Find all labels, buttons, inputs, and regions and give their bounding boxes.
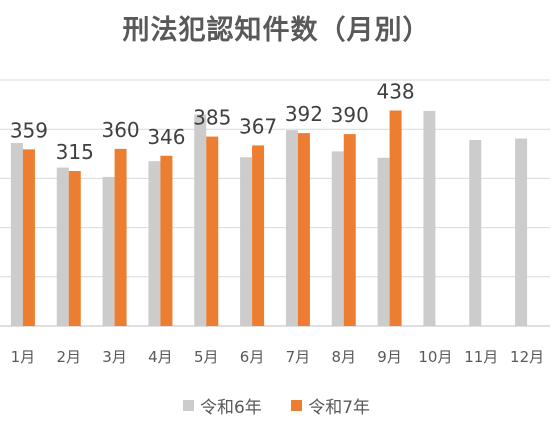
bar-r6-6 bbox=[240, 157, 253, 326]
bar-r7-7 bbox=[297, 133, 310, 326]
bar-r7-4 bbox=[160, 155, 173, 326]
legend-label-r6: 令和6年 bbox=[199, 398, 262, 418]
x-tick-label-5: 5月 bbox=[194, 348, 219, 366]
bar-r6-4 bbox=[148, 161, 161, 326]
x-tick-label-1: 1月 bbox=[11, 348, 36, 366]
legend: 令和6年 令和7年 bbox=[0, 393, 553, 418]
x-tick-label-4: 4月 bbox=[148, 348, 173, 366]
chart-title: 刑法犯認知件数（月別） bbox=[122, 15, 431, 46]
bar-r6-10 bbox=[423, 110, 436, 326]
x-tick-label-10: 10月 bbox=[418, 348, 452, 366]
x-tick-label-2: 2月 bbox=[56, 348, 81, 366]
bar-r6-8 bbox=[331, 151, 344, 326]
x-tick-label-3: 3月 bbox=[102, 348, 127, 366]
data-labels: 359 315 360 346 385 367 392 390 438 bbox=[10, 80, 415, 165]
data-label-2: 315 bbox=[56, 140, 94, 164]
data-label-8: 390 bbox=[331, 103, 369, 127]
x-tick-label-9: 9月 bbox=[377, 348, 402, 366]
bar-r7-9 bbox=[389, 110, 402, 326]
bar-r6-11 bbox=[469, 140, 482, 326]
bar-r7-6 bbox=[252, 145, 265, 326]
gridlines bbox=[0, 79, 550, 327]
bar-r6-9 bbox=[377, 157, 390, 326]
x-tick-label-6: 6月 bbox=[240, 348, 265, 366]
data-label-9: 438 bbox=[376, 80, 414, 104]
data-label-4: 346 bbox=[147, 125, 185, 149]
bar-r7-1 bbox=[22, 149, 35, 326]
legend-swatch-r7 bbox=[291, 400, 303, 411]
legend-item-r7: 令和7年 bbox=[291, 393, 370, 418]
bar-r6-7 bbox=[285, 130, 298, 326]
x-tick-label-11: 11月 bbox=[464, 348, 498, 366]
legend-item-r6: 令和6年 bbox=[182, 393, 262, 418]
data-label-3: 360 bbox=[101, 118, 139, 142]
legend-swatch-r6 bbox=[182, 400, 194, 411]
data-label-1: 359 bbox=[10, 118, 48, 142]
x-tick-labels: 1月 2月 3月 4月 5月 6月 7月 8月 9月 10月 11月 12月 bbox=[11, 348, 544, 366]
bar-r7-5 bbox=[206, 136, 219, 326]
bar-r6-12 bbox=[515, 138, 528, 326]
bar-r6-2 bbox=[56, 167, 69, 326]
data-label-5: 385 bbox=[193, 106, 231, 130]
legend-label-r7: 令和7年 bbox=[308, 398, 371, 418]
bar-r6-3 bbox=[102, 176, 115, 326]
bar-r6-1 bbox=[10, 142, 23, 326]
bar-r7-2 bbox=[68, 171, 81, 326]
x-tick-label-12: 12月 bbox=[510, 348, 544, 366]
x-tick-label-8: 8月 bbox=[331, 348, 356, 366]
x-tick-label-7: 7月 bbox=[286, 348, 311, 366]
data-label-7: 392 bbox=[285, 102, 323, 126]
data-label-6: 367 bbox=[239, 114, 277, 138]
bars bbox=[10, 110, 528, 326]
bar-r6-5 bbox=[194, 114, 207, 326]
bar-r7-8 bbox=[343, 134, 356, 326]
bar-r7-3 bbox=[114, 148, 127, 326]
